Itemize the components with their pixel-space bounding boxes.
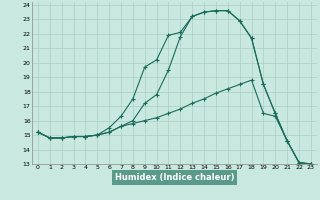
X-axis label: Humidex (Indice chaleur): Humidex (Indice chaleur) (115, 173, 234, 182)
